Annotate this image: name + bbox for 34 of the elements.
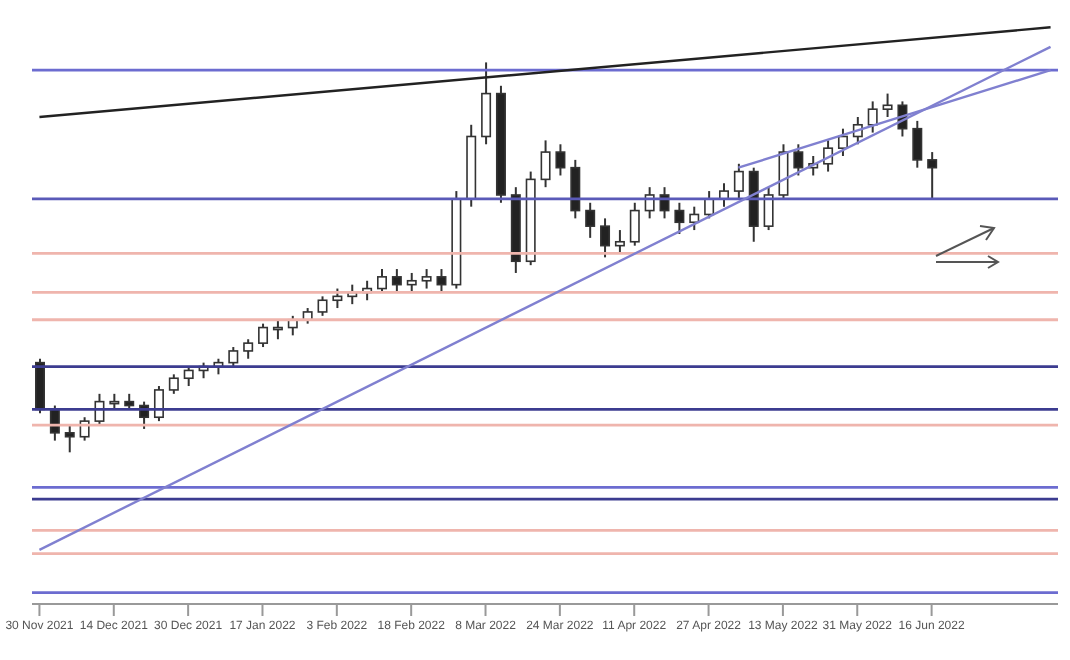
candlestick	[555, 143, 566, 177]
candlestick	[600, 217, 611, 259]
candlestick	[778, 143, 789, 200]
candlestick	[481, 61, 492, 146]
candlestick	[79, 416, 90, 442]
candlestick	[332, 287, 343, 310]
candlestick	[793, 143, 804, 177]
candlestick	[927, 151, 938, 200]
candlestick	[585, 201, 596, 239]
candlestick	[317, 295, 328, 317]
candlestick	[153, 385, 164, 423]
candlestick	[272, 318, 283, 341]
candlestick	[570, 158, 581, 220]
candlestick	[912, 119, 923, 169]
candlestick	[763, 186, 774, 232]
candlestick	[614, 229, 625, 255]
candlestick	[228, 346, 239, 368]
candlestick	[867, 100, 878, 134]
candlestick	[64, 424, 75, 454]
candlestick	[629, 201, 640, 247]
candlestick	[391, 268, 402, 294]
candlestick	[183, 365, 194, 388]
candlestick	[540, 139, 551, 189]
candlestick	[243, 338, 254, 360]
candlestick	[168, 373, 179, 395]
candlestick	[258, 322, 269, 349]
candlestick	[377, 268, 387, 294]
candlestick	[733, 162, 744, 200]
candlestick	[689, 205, 700, 232]
candlestick	[674, 201, 685, 235]
candlestick	[406, 271, 417, 294]
candlestick	[436, 268, 447, 294]
candlestick	[882, 92, 893, 118]
candlestick	[421, 268, 432, 290]
